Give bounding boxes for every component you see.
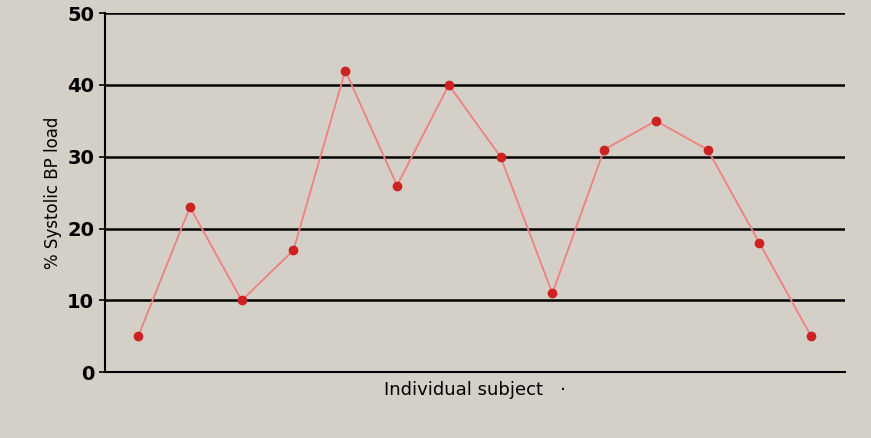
- Y-axis label: % Systolic BP load: % Systolic BP load: [44, 117, 62, 269]
- X-axis label: Individual subject   ·: Individual subject ·: [384, 381, 565, 399]
